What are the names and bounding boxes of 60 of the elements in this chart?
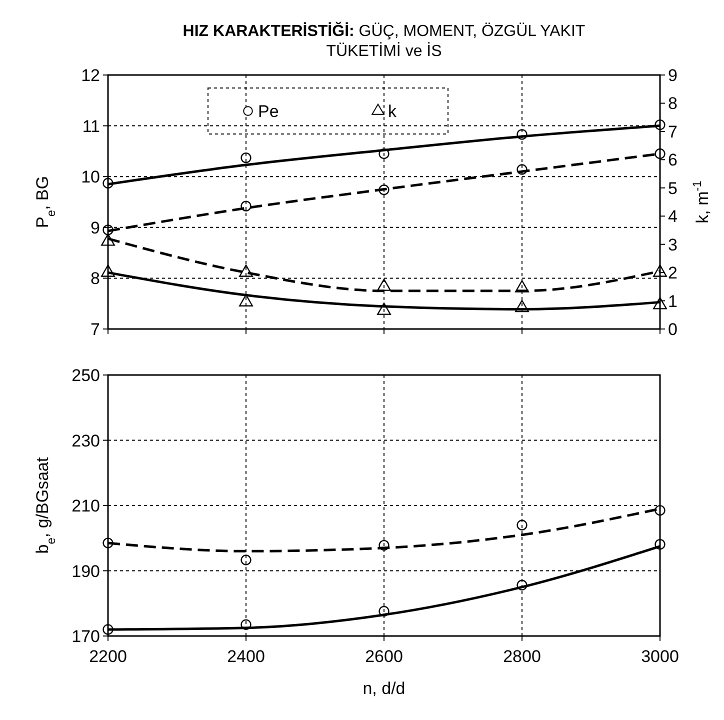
y2-tick-label: 0 <box>668 320 678 339</box>
y-tick-label: 210 <box>72 496 100 516</box>
point <box>516 129 528 140</box>
point <box>378 540 390 551</box>
x-tick-label: 2800 <box>503 647 541 666</box>
y-tick-label: 9 <box>90 218 100 238</box>
legend-label: Pe <box>258 102 279 121</box>
y-tick-label: 230 <box>72 431 100 450</box>
y2-tick-label: 2 <box>668 264 678 283</box>
point <box>101 234 115 246</box>
point <box>653 297 667 310</box>
x-tick-label: 2600 <box>365 647 403 666</box>
point <box>102 624 114 635</box>
point <box>515 280 529 292</box>
point <box>377 278 391 291</box>
point <box>516 520 528 530</box>
point <box>102 224 114 236</box>
y-tick-label: 190 <box>72 562 100 581</box>
y2-tick-label: 1 <box>668 292 678 311</box>
y2-tick-label: 5 <box>668 178 678 198</box>
point <box>102 538 114 548</box>
point <box>377 302 391 315</box>
chart-title: HIZ KARAKTERİSTİĞİ: GÜÇ, MOMENT, ÖZGÜL YAKIT TÜKETİMİ ve İS <box>182 21 586 60</box>
y-tick-label: 7 <box>90 320 100 339</box>
x-tick-label: 2200 <box>89 647 127 666</box>
y-tick-label: 8 <box>90 269 100 288</box>
y-tick-label: 12 <box>81 66 100 85</box>
y2-tick-label: 8 <box>668 94 678 114</box>
point <box>239 294 253 306</box>
point <box>378 184 390 196</box>
y-tick-label: 250 <box>72 366 100 385</box>
legend-label: k <box>388 102 397 121</box>
point <box>516 580 528 590</box>
point <box>654 119 666 130</box>
point <box>240 152 252 164</box>
point <box>653 264 667 277</box>
x-tick-label: 3000 <box>641 647 679 666</box>
point <box>515 300 529 312</box>
point <box>378 606 390 617</box>
point <box>654 505 666 516</box>
point <box>240 554 252 566</box>
y2-tick-label: 4 <box>668 207 678 226</box>
point <box>378 148 390 160</box>
y-tick-label: 11 <box>82 116 100 136</box>
y-tick-label: 170 <box>72 627 100 646</box>
y2-tick-label: 9 <box>668 66 678 85</box>
y2-tick-label: 7 <box>668 122 678 142</box>
y-tick-label: 10 <box>81 168 100 187</box>
point <box>654 148 666 160</box>
point <box>239 264 253 277</box>
point <box>102 178 114 189</box>
point <box>516 164 528 175</box>
point <box>240 619 252 630</box>
y2-tick-label: 6 <box>668 150 678 170</box>
x-axis-title: n, d/d <box>362 679 406 698</box>
point <box>654 539 666 550</box>
x-tick-label: 2400 <box>227 647 265 666</box>
y2-tick-label: 3 <box>668 235 678 254</box>
point <box>101 264 115 277</box>
point <box>240 200 252 212</box>
